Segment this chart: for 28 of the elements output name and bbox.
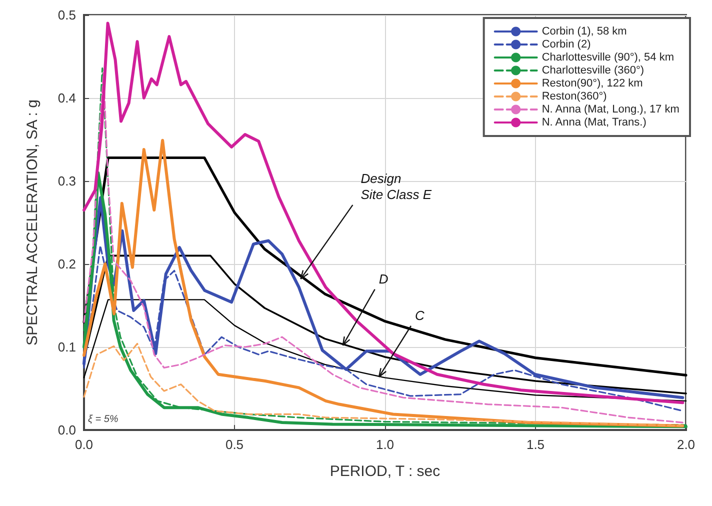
annotation: D [378, 271, 388, 286]
legend-label: Reston(360°) [542, 90, 607, 102]
line-series [83, 342, 684, 427]
line-series [82, 22, 684, 404]
y-tick-label: 0.3 [58, 174, 76, 188]
annotation: C [414, 308, 425, 323]
x-tick-label: 0.5 [225, 437, 244, 452]
legend-label: Reston(90°), 122 km [542, 78, 643, 90]
y-tick-label: 0.0 [58, 422, 76, 438]
legend-label: Corbin (1), 58 km [542, 26, 627, 38]
legend-label: N. Anna (Mat, Trans.) [542, 116, 646, 128]
legend-label: N. Anna (Mat, Long.), 17 km [542, 104, 680, 116]
x-axis-title: PERIOD, T : sec [330, 463, 441, 480]
x-tick-label: 1.5 [526, 437, 545, 452]
annotation: ξ = 5% [88, 414, 118, 425]
x-tick-label: 1.0 [376, 437, 394, 452]
legend-label: Charlottesville (90°), 54 km [542, 52, 674, 64]
x-tick-label: 2.0 [676, 437, 696, 452]
x-tick-label: 0.0 [74, 437, 94, 452]
y-tick-label: 0.4 [58, 90, 76, 106]
y-tick-label: 0.1 [58, 340, 76, 354]
y-tick-label: 0.5 [58, 8, 76, 22]
y-axis-title: SPECTRAL ACCELERATION, SA : g [24, 100, 41, 346]
annotation: Design Site Class E [360, 170, 432, 202]
legend-label: Corbin (2) [542, 38, 591, 50]
line-series [83, 299, 687, 402]
y-tick-label: 0.2 [58, 256, 76, 272]
legend-label: Charlottesville (360°) [542, 64, 644, 76]
